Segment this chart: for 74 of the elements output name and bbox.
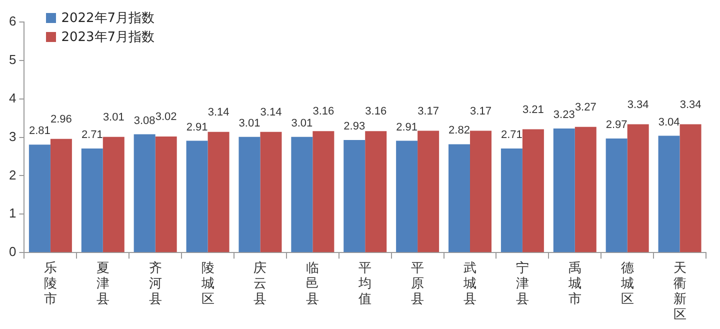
bar [365, 131, 387, 252]
bar [470, 130, 492, 252]
x-tick-label: 临邑县 [306, 260, 320, 307]
bar [500, 148, 522, 252]
data-label: 2.71 [500, 128, 522, 141]
bar [260, 132, 282, 252]
data-label: 3.16 [365, 106, 387, 118]
bar [522, 129, 544, 252]
bar [81, 148, 103, 252]
bar [396, 140, 418, 252]
legend-label: 2023年7月指数 [61, 28, 155, 46]
y-tick-label: 6 [8, 14, 16, 29]
data-label: 2.71 [81, 128, 103, 141]
data-label: 2.81 [28, 125, 50, 138]
data-label: 3.02 [155, 111, 177, 124]
bar [134, 134, 156, 252]
data-label: 2.91 [396, 121, 418, 134]
bar [291, 136, 313, 252]
data-label: 3.14 [208, 106, 230, 118]
y-tick-label: 1 [8, 206, 16, 221]
data-label: 2.82 [448, 124, 470, 137]
bar [102, 136, 124, 252]
data-label: 3.17 [470, 105, 492, 118]
data-label: 3.21 [522, 104, 544, 116]
bar [574, 126, 596, 252]
bar [186, 140, 208, 252]
data-label: 3.34 [680, 98, 702, 111]
bar [553, 128, 575, 252]
x-tick-label: 平原县 [411, 260, 424, 307]
y-tick-label: 4 [8, 90, 16, 106]
bar [238, 136, 260, 252]
y-tick-label: 2 [8, 167, 16, 182]
bar [627, 124, 649, 252]
data-label: 3.01 [291, 117, 313, 130]
y-tick-label: 0 [8, 244, 16, 260]
bar [658, 136, 680, 252]
data-label: 3.34 [627, 98, 649, 111]
x-tick-label: 庆云县 [254, 260, 267, 307]
data-label: 3.23 [553, 108, 575, 121]
bar [606, 138, 628, 252]
data-label: 2.93 [344, 120, 366, 133]
x-tick-label: 夏津县 [96, 260, 110, 307]
x-tick-label: 天衢新区 [673, 260, 686, 323]
x-tick-label: 武城县 [462, 260, 477, 307]
data-label: 3.14 [260, 106, 282, 118]
bar [312, 131, 334, 252]
bar [418, 130, 440, 252]
legend-label: 2022年7月指数 [61, 10, 155, 26]
x-tick-label: 齐河县 [148, 260, 162, 307]
data-label: 2.96 [50, 113, 72, 126]
data-label: 3.16 [312, 106, 334, 118]
x-tick-label: 宁津县 [516, 260, 529, 307]
data-label: 3.04 [658, 116, 680, 128]
data-label: 3.01 [102, 111, 124, 124]
bar [680, 124, 702, 252]
data-label: 3.01 [238, 117, 260, 130]
data-label: 3.08 [134, 114, 156, 127]
bar [448, 144, 470, 252]
y-tick-label: 5 [8, 52, 16, 68]
x-tick-label: 乐陵市 [44, 260, 57, 307]
y-tick-label: 3 [8, 128, 16, 144]
bar [208, 132, 230, 252]
x-tick-label: 禹城市 [567, 260, 582, 307]
data-label: 3.27 [574, 101, 596, 114]
bar [155, 136, 177, 252]
bar [50, 138, 72, 252]
x-tick-label: 德城区 [620, 260, 634, 307]
data-label: 3.17 [418, 105, 440, 118]
x-tick-label: 陵城区 [200, 260, 214, 307]
data-label: 2.97 [606, 118, 628, 131]
bar [344, 140, 366, 252]
bar [28, 144, 50, 252]
data-label: 2.91 [186, 121, 208, 134]
x-tick-label: 平均值 [358, 260, 372, 307]
